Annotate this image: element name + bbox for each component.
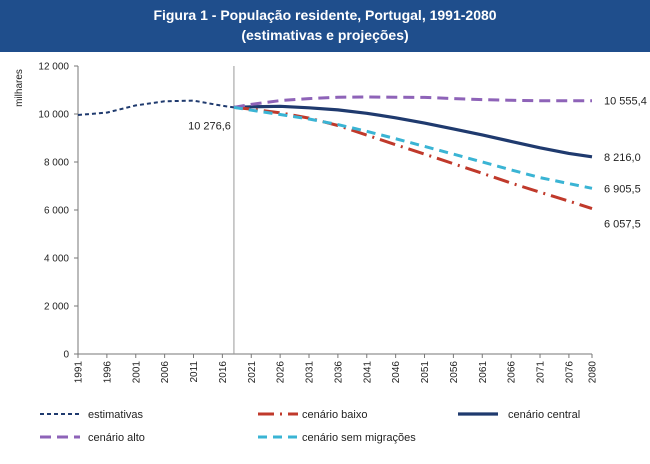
x-tick-label: 2076 (564, 361, 575, 384)
x-tick-label: 2026 (276, 361, 287, 384)
chart-legend: estimativas cenário baixo cenário central c… (40, 409, 580, 444)
series-line-baixo (233, 105, 593, 211)
x-tick-label: 2001 (131, 361, 142, 384)
value-annotation: 6 057,5 (604, 219, 641, 231)
value-annotation: 10 555,4 (604, 96, 647, 108)
series-line-central (233, 104, 593, 159)
x-tick-label: 1991 (74, 361, 85, 384)
legend-label-alto: cenário alto (88, 432, 145, 444)
y-tick-label: 0 (63, 350, 69, 361)
y-tick-label: 4 000 (44, 254, 69, 265)
chart-title: Figura 1 - População residente, Portugal… (153, 7, 497, 23)
x-tick-label: 2031 (305, 361, 316, 384)
value-annotation: 10 276,6 (188, 120, 231, 132)
x-tick-label: 2036 (333, 361, 344, 384)
value-annotation: 8 216,0 (604, 152, 641, 164)
legend-label-estimativas: estimativas (88, 409, 144, 421)
legend-label-central: cenário central (508, 409, 580, 421)
chart-title-banner: Figura 1 - População residente, Portugal… (0, 0, 650, 52)
chart-series (77, 95, 593, 211)
series-line-alto (233, 95, 593, 109)
series-line-sem-migracoes (233, 105, 593, 190)
value-annotation: 6 905,5 (604, 183, 641, 195)
chart-annotations: 10 276,6 10 555,4 8 216,0 6 905,5 6 057,5 (188, 96, 647, 231)
legend-label-baixo: cenário baixo (302, 409, 367, 421)
x-tick-label: 2046 (391, 361, 402, 384)
x-tick-label: 2006 (160, 361, 171, 384)
x-tick-label: 2056 (449, 361, 460, 384)
x-tick-label: 2011 (189, 361, 200, 383)
x-tick-label: 2016 (218, 361, 229, 384)
y-tick-label: 2 000 (44, 302, 69, 313)
x-tick-label: 2061 (478, 361, 489, 384)
chart-axes: 0 2 000 4 000 6 000 8 000 10 000 12 000 milhare… (14, 62, 599, 384)
x-tick-label: 2041 (362, 361, 373, 384)
x-tick-label: 2080 (588, 361, 599, 384)
chart-subtitle: (estimativas e projeções) (241, 27, 409, 43)
y-tick-label: 6 000 (44, 206, 69, 217)
x-tick-label: 1996 (102, 361, 113, 384)
legend-label-sem-migracoes: cenário sem migrações (302, 432, 416, 444)
y-axis-title: milhares (14, 69, 25, 107)
y-tick-label: 10 000 (38, 110, 69, 121)
x-tick-label: 2021 (247, 361, 258, 384)
y-tick-label: 8 000 (44, 158, 69, 169)
series-line-estimativas (77, 99, 235, 116)
x-tick-label: 2071 (536, 361, 547, 384)
y-tick-label: 12 000 (38, 62, 69, 73)
x-tick-label: 2066 (507, 361, 518, 384)
x-tick-label: 2051 (420, 361, 431, 384)
population-line-chart: 0 2 000 4 000 6 000 8 000 10 000 12 000 milhare… (14, 62, 647, 445)
